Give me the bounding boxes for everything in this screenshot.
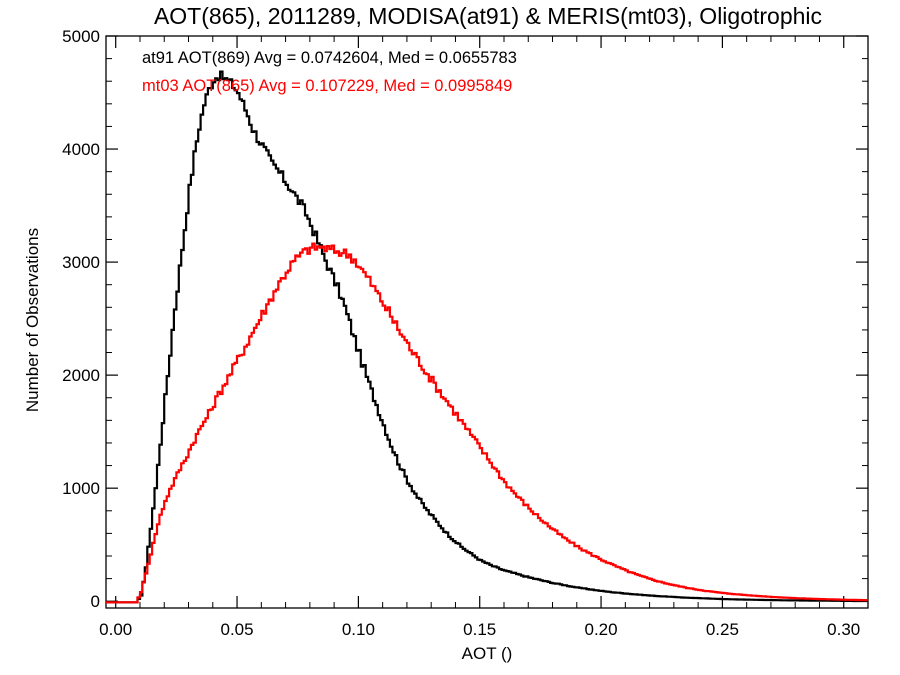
x-axis-label: AOT (): [462, 644, 513, 663]
series-line-at91: [106, 70, 868, 604]
x-tick-label: 0.10: [342, 620, 375, 639]
x-tick-label: 0.00: [99, 620, 132, 639]
x-tick-label: 0.25: [706, 620, 739, 639]
y-axis-ticks: 0 1000 2000 3000 4000 5000: [62, 27, 868, 611]
y-tick-label: 5000: [62, 27, 100, 46]
series-layer: [106, 70, 868, 604]
chart-title: AOT(865), 2011289, MODISA(at91) & MERIS(…: [154, 3, 822, 29]
x-tick-label: 0.30: [827, 620, 860, 639]
plot-frame: [105, 35, 869, 609]
legend-entry-mt03: mt03 AOT(865) Avg = 0.107229, Med = 0.09…: [142, 77, 512, 95]
x-tick-label: 0.20: [585, 620, 618, 639]
legend-entry-at91: at91 AOT(869) Avg = 0.0742604, Med = 0.0…: [142, 49, 517, 67]
series-line-mt03: [106, 242, 868, 604]
y-tick-label: 3000: [62, 253, 100, 272]
x-tick-label: 0.05: [220, 620, 253, 639]
legend: at91 AOT(869) Avg = 0.0742604, Med = 0.0…: [142, 49, 517, 95]
plot-border: [105, 35, 869, 609]
y-tick-label: 1000: [62, 479, 100, 498]
x-axis-ticks: 0.00 0.05 0.10 0.15 0.20 0.25 0.30: [99, 36, 860, 639]
y-tick-label: 2000: [62, 366, 100, 385]
x-tick-label: 0.15: [463, 620, 496, 639]
y-tick-label: 0: [91, 592, 100, 611]
y-tick-label: 4000: [62, 140, 100, 159]
y-axis-label: Number of Observations: [23, 228, 42, 412]
